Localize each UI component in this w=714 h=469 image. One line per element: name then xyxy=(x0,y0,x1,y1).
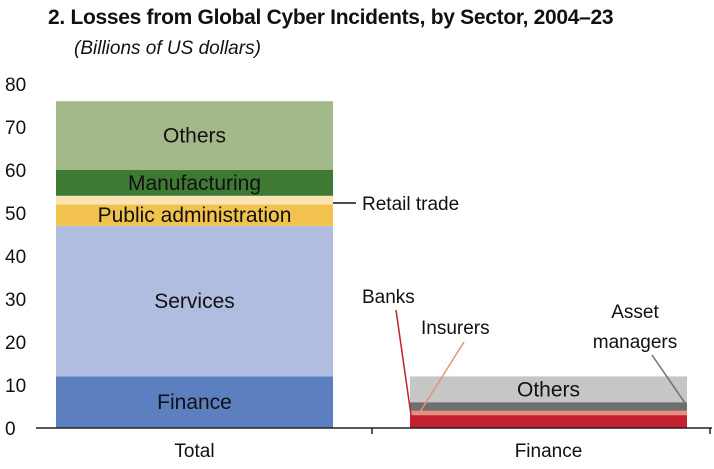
annotation-asset-managers-line2: managers xyxy=(593,332,678,353)
x-tick-label-finance: Finance xyxy=(515,441,583,462)
bar-segment-finance-others xyxy=(410,376,687,403)
bar-segment-total-public-administration xyxy=(56,204,333,226)
annotation-insurers: Insurers xyxy=(421,318,490,339)
bar-segment-finance-asset-managers xyxy=(410,402,687,411)
y-tick-label: 0 xyxy=(5,419,16,440)
segment-label-finance-others: Others xyxy=(517,378,580,401)
bar-segment-finance-insurers xyxy=(410,410,687,416)
annotation-banks: Banks xyxy=(362,287,415,308)
banks-leader xyxy=(395,309,413,423)
segment-label-total-services: Services xyxy=(154,290,235,313)
y-tick-label: 10 xyxy=(5,376,26,397)
bar-segment-total-services xyxy=(56,225,333,377)
chart-subtitle: (Billions of US dollars) xyxy=(74,38,261,59)
y-tick-label: 40 xyxy=(5,247,26,268)
segment-label-total-manufacturing: Manufacturing xyxy=(128,172,261,195)
bar-segment-finance-banks xyxy=(410,415,687,428)
y-tick-label: 50 xyxy=(5,204,26,225)
y-tick-label: 80 xyxy=(5,75,26,96)
bar-segment-total-finance xyxy=(56,376,333,428)
insurers-leader xyxy=(419,341,465,413)
annotation-retail-trade: Retail trade xyxy=(362,194,459,215)
segment-label-total-finance: Finance xyxy=(157,391,232,414)
x-tick-label-total: Total xyxy=(174,441,214,462)
y-tick-label: 30 xyxy=(5,290,26,311)
segment-label-total-public-administration: Public administration xyxy=(98,204,292,227)
asset-managers-leader xyxy=(651,354,686,404)
chart-title: 2. Losses from Global Cyber Incidents, b… xyxy=(48,6,614,29)
bar-segment-total-others xyxy=(56,101,333,170)
annotation-asset-managers-line1: Asset xyxy=(611,302,659,323)
segment-label-total-others: Others xyxy=(163,125,226,148)
bar-segment-total-retail-trade xyxy=(56,195,333,205)
y-tick-label: 60 xyxy=(5,161,26,182)
y-tick-label: 20 xyxy=(5,333,26,354)
y-tick-label: 70 xyxy=(5,118,26,139)
bar-segment-total-manufacturing xyxy=(56,170,333,196)
